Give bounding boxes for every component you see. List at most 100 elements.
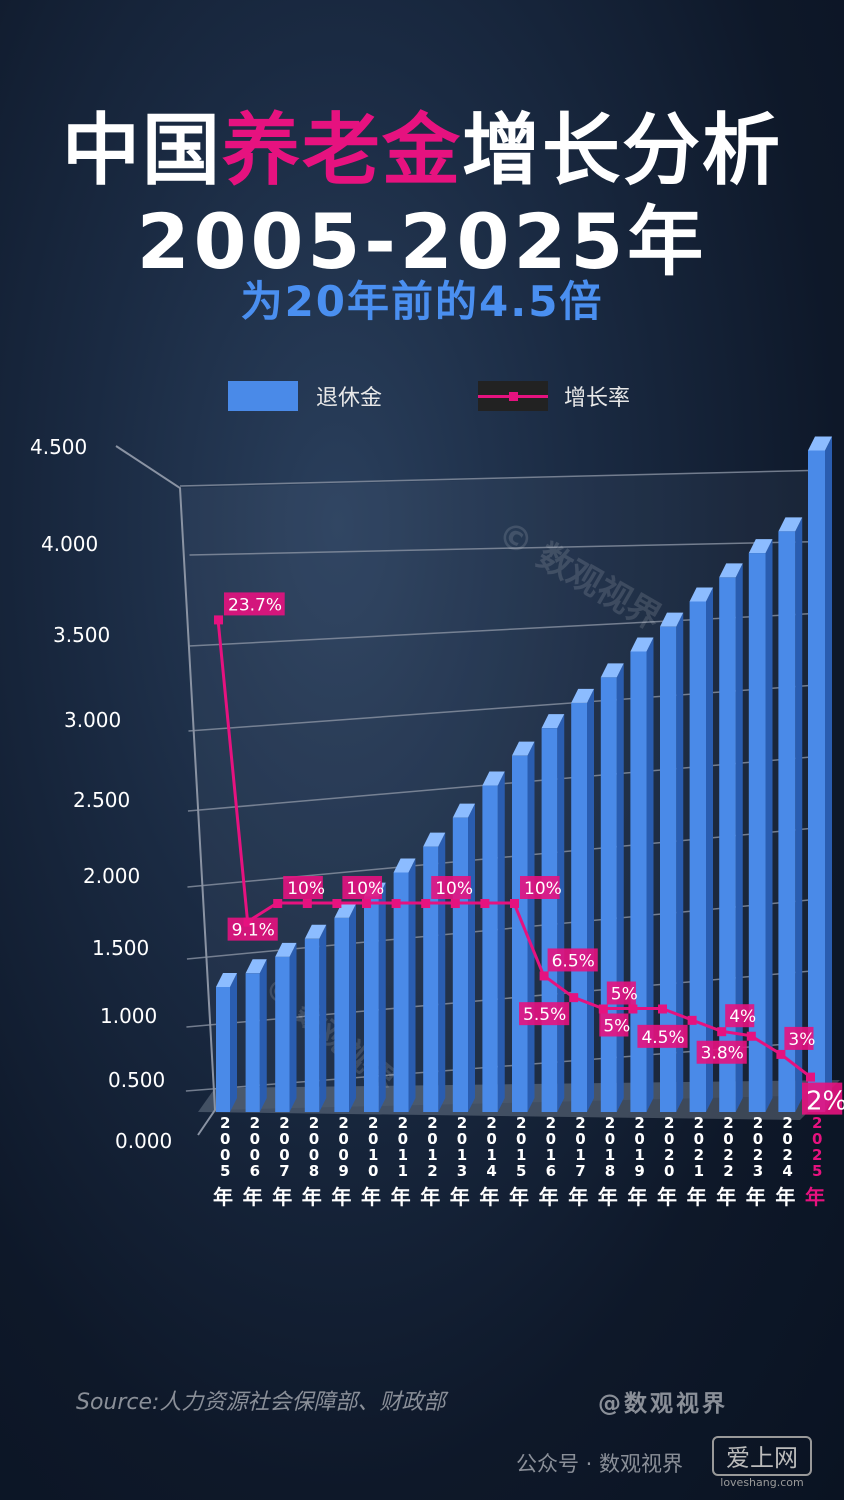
y-tick-label: 4.000: [41, 532, 98, 556]
growth-marker: [717, 1027, 727, 1037]
x-tick-char: 0: [723, 1130, 733, 1148]
x-tick-char: 年: [302, 1185, 322, 1209]
x-tick-char: 3: [457, 1162, 467, 1180]
x-tick-char: 2: [694, 1146, 704, 1164]
y-tick-label: 0.500: [108, 1068, 165, 1092]
growth-label: 5%: [611, 985, 638, 1005]
bar-top: [452, 803, 475, 818]
bar: [719, 577, 736, 1112]
y-tick-label: 2.000: [83, 864, 140, 888]
bar: [245, 973, 260, 1112]
growth-marker: [302, 899, 312, 908]
author-handle: @数观视界: [598, 1391, 728, 1417]
x-tick-char: 1: [634, 1146, 644, 1164]
x-tick-char: 2: [575, 1114, 585, 1132]
growth-label: 10%: [287, 879, 325, 899]
growth-marker: [746, 1031, 756, 1041]
x-tick-char: 1: [605, 1146, 615, 1164]
bar-side: [259, 959, 267, 1112]
bar-top: [660, 612, 684, 627]
x-tick-char: 0: [220, 1146, 230, 1164]
x-tick-char: 3: [753, 1162, 763, 1180]
bar-side: [795, 517, 803, 1112]
growth-marker: [658, 1004, 667, 1014]
x-tick-char: 2: [782, 1146, 792, 1164]
x-tick-char: 年: [450, 1185, 470, 1209]
bar: [452, 817, 468, 1112]
x-tick-char: 年: [716, 1185, 736, 1209]
x-tick-char: 2: [723, 1162, 733, 1180]
x-tick-char: 0: [309, 1130, 319, 1148]
bar-top: [482, 771, 505, 786]
bar-side: [468, 803, 475, 1112]
bar-top: [748, 539, 773, 554]
x-tick-char: 0: [664, 1130, 674, 1148]
bar-side: [349, 903, 356, 1112]
x-tick-char: 2: [782, 1114, 792, 1132]
x-tick-char: 5: [812, 1162, 822, 1180]
bar: [541, 728, 558, 1112]
subtitle: 为20年前的4.5倍: [240, 277, 604, 326]
bar: [689, 601, 706, 1112]
site-logo-url: loveshang.com: [720, 1476, 804, 1489]
x-tick-char: 0: [368, 1130, 378, 1148]
growth-label-bg: [431, 876, 471, 899]
axis-wall-edge: [115, 445, 217, 1136]
bar-top: [630, 637, 654, 652]
bar: [660, 626, 677, 1112]
x-tick-char: 0: [812, 1130, 822, 1148]
bar: [393, 872, 409, 1112]
bar-side: [408, 858, 416, 1112]
x-tick-char: 年: [479, 1185, 499, 1209]
x-tick-char: 0: [782, 1130, 792, 1148]
bar-side: [616, 663, 624, 1112]
bar-top: [719, 563, 743, 578]
y-tick-label: 3.000: [64, 708, 121, 732]
x-tick-char: 9: [634, 1162, 644, 1180]
x-tick-char: 4: [782, 1162, 792, 1180]
x-tick-char: 年: [805, 1185, 825, 1209]
x-tick-char: 1: [368, 1146, 378, 1164]
title-highlight: 养老金: [221, 106, 462, 196]
x-tick-char: 年: [361, 1185, 381, 1209]
x-tick-char: 0: [338, 1130, 348, 1148]
x-tick-char: 年: [568, 1185, 588, 1209]
x-tick-char: 5: [220, 1162, 230, 1180]
bar-top: [275, 942, 297, 957]
growth-marker: [480, 899, 490, 908]
x-tick-char: 2: [427, 1114, 437, 1132]
x-tick-char: 2: [723, 1114, 733, 1132]
chart: 0.000 0.500 1.000 1.500 2.000 2.500 3.000 3.500…: [41, 436, 843, 1209]
growth-label-bg: [547, 948, 598, 972]
x-tick-char: 0: [634, 1130, 644, 1148]
x-tick-char: 年: [627, 1185, 647, 1209]
bar-top: [216, 973, 237, 987]
x-tick-char: 0: [486, 1130, 496, 1148]
x-tick-char: 9: [338, 1162, 348, 1180]
title-line1: 中国养老金增长分析: [0, 88, 844, 200]
growth-label: 4%: [729, 1007, 756, 1027]
growth-marker: [362, 899, 371, 908]
x-tick-char: 8: [309, 1162, 319, 1180]
x-tick-char: 2: [694, 1114, 704, 1132]
legend-bar-label: 退休金: [316, 386, 383, 411]
x-tick-char: 年: [539, 1185, 559, 1209]
x-tick-char: 2: [664, 1146, 674, 1164]
x-tick-char: 1: [516, 1146, 526, 1164]
bar-side: [438, 832, 446, 1112]
x-tick-char: 2: [368, 1114, 378, 1132]
x-tick-char: 2: [309, 1114, 319, 1132]
growth-label: 10%: [524, 879, 562, 899]
x-tick-char: 0: [220, 1130, 230, 1148]
